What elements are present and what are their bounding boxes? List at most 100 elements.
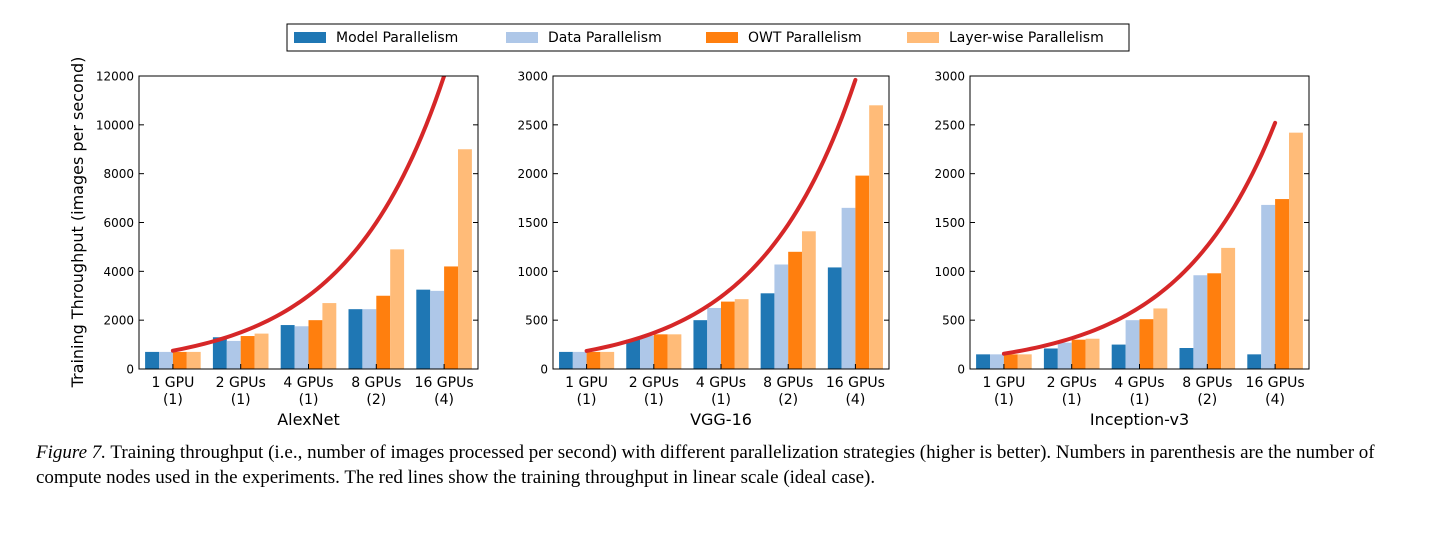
y-tick-label-vgg-16: 500: [525, 314, 548, 328]
legend-entry-owt-parallelism: OWT Parallelism: [706, 30, 862, 46]
bar-alexnet-model-parallelism-4-gpus: [280, 325, 295, 369]
bar-vgg-16-model-parallelism-1-gpu: [559, 351, 573, 369]
x-tick-sublabel-vgg-16: (1): [577, 392, 597, 408]
bar-vgg-16-layer-wise-parallelism-4-gpus: [734, 299, 749, 369]
panel-title-vgg-16: VGG-16: [690, 410, 752, 429]
y-tick-label-alexnet: 8000: [103, 167, 134, 181]
bar-inception-v3-owt-parallelism-4-gpus: [1139, 319, 1154, 369]
bar-alexnet-data-parallelism-8-gpus: [362, 309, 377, 369]
bar-inception-v3-layer-wise-parallelism-2-gpus: [1085, 338, 1100, 369]
bar-alexnet-owt-parallelism-4-gpus: [308, 320, 323, 369]
ideal-line-alexnet: [170, 76, 447, 353]
x-tick-label-inception-v3: 8 GPUs: [1182, 375, 1232, 391]
caption-lead: Figure 7.: [36, 442, 107, 463]
bar-alexnet-layer-wise-parallelism-16-gpus: [458, 149, 472, 369]
bar-vgg-16-owt-parallelism-1-gpu: [586, 351, 601, 369]
legend-label-owt-parallelism: OWT Parallelism: [748, 30, 862, 46]
bar-inception-v3-data-parallelism-16-gpus: [1261, 204, 1276, 369]
bar-alexnet-model-parallelism-2-gpus: [212, 337, 227, 369]
y-tick-label-vgg-16: 3000: [517, 70, 548, 84]
y-tick-label-inception-v3: 500: [942, 314, 965, 328]
y-tick-label-alexnet: 10000: [96, 118, 134, 132]
x-tick-sublabel-vgg-16: (2): [778, 392, 798, 408]
figure-caption: Figure 7. Training throughput (i.e., num…: [36, 440, 1406, 490]
y-axis-label: Training Throughput (images per second): [68, 57, 87, 389]
ideal-line-inception-v3: [1001, 120, 1278, 356]
x-tick-sublabel-alexnet: (1): [299, 392, 319, 408]
legend-swatch-data-parallelism: [506, 32, 538, 43]
x-tick-label-inception-v3: 2 GPUs: [1047, 375, 1097, 391]
bar-alexnet-layer-wise-parallelism-8-gpus: [390, 249, 405, 369]
bar-alexnet-layer-wise-parallelism-2-gpus: [254, 333, 269, 369]
bar-vgg-16-layer-wise-parallelism-1-gpu: [600, 351, 615, 369]
legend-label-model-parallelism: Model Parallelism: [336, 30, 458, 46]
legend-label-layer-wise-parallelism: Layer-wise Parallelism: [949, 30, 1104, 46]
panel-title-alexnet: AlexNet: [277, 410, 340, 429]
y-tick-label-vgg-16: 2500: [517, 118, 548, 132]
bar-alexnet-owt-parallelism-8-gpus: [376, 295, 391, 369]
legend-entry-model-parallelism: Model Parallelism: [294, 30, 458, 46]
bar-alexnet-layer-wise-parallelism-1-gpu: [186, 351, 201, 369]
bar-alexnet-owt-parallelism-16-gpus: [444, 266, 458, 369]
x-tick-label-alexnet: 4 GPUs: [283, 375, 333, 391]
x-tick-label-vgg-16: 8 GPUs: [763, 375, 813, 391]
bar-inception-v3-data-parallelism-4-gpus: [1125, 320, 1140, 369]
legend: Model Parallelism Data Parallelism OWT P…: [286, 23, 1130, 52]
bar-inception-v3-data-parallelism-1-gpu: [990, 354, 1004, 369]
legend-entry-layer-wise-parallelism: Layer-wise Parallelism: [907, 30, 1104, 46]
bar-inception-v3-model-parallelism-1-gpu: [976, 354, 990, 369]
y-tick-label-alexnet: 0: [126, 363, 134, 377]
x-tick-label-inception-v3: 16 GPUs: [1246, 375, 1305, 391]
x-tick-sublabel-alexnet: (1): [163, 392, 183, 408]
bar-vgg-16-data-parallelism-2-gpus: [640, 335, 654, 369]
bar-vgg-16-layer-wise-parallelism-2-gpus: [667, 334, 682, 369]
bar-vgg-16-model-parallelism-8-gpus: [760, 293, 775, 369]
x-tick-sublabel-alexnet: (1): [231, 392, 251, 408]
x-tick-label-alexnet: 1 GPU: [151, 375, 194, 391]
bar-inception-v3-model-parallelism-16-gpus: [1247, 354, 1262, 369]
y-tick-label-inception-v3: 1000: [934, 265, 965, 279]
y-tick-label-inception-v3: 1500: [934, 216, 965, 230]
x-tick-label-inception-v3: 1 GPU: [982, 375, 1025, 391]
legend-swatch-layer-wise-parallelism: [907, 32, 939, 43]
bar-inception-v3-layer-wise-parallelism-4-gpus: [1153, 308, 1168, 369]
bar-inception-v3-owt-parallelism-8-gpus: [1207, 273, 1222, 369]
y-tick-label-vgg-16: 1500: [517, 216, 548, 230]
x-tick-label-vgg-16: 16 GPUs: [826, 375, 885, 391]
x-tick-sublabel-inception-v3: (1): [994, 392, 1014, 408]
bar-alexnet-model-parallelism-8-gpus: [348, 309, 363, 369]
y-tick-label-inception-v3: 2000: [934, 167, 965, 181]
bar-vgg-16-owt-parallelism-2-gpus: [653, 334, 668, 369]
bar-inception-v3-owt-parallelism-16-gpus: [1275, 199, 1289, 369]
bar-inception-v3-data-parallelism-2-gpus: [1057, 342, 1072, 369]
x-tick-sublabel-vgg-16: (4): [845, 392, 865, 408]
x-tick-label-vgg-16: 1 GPU: [565, 375, 608, 391]
bar-alexnet-model-parallelism-16-gpus: [416, 289, 431, 369]
x-tick-sublabel-vgg-16: (1): [711, 392, 731, 408]
ideal-line-vgg-16: [584, 77, 858, 353]
bar-vgg-16-owt-parallelism-8-gpus: [788, 251, 802, 369]
bar-alexnet-owt-parallelism-1-gpu: [172, 351, 187, 369]
bar-alexnet-model-parallelism-1-gpu: [145, 351, 159, 369]
bar-inception-v3-model-parallelism-4-gpus: [1111, 344, 1126, 369]
bar-vgg-16-model-parallelism-16-gpus: [827, 267, 842, 369]
bar-vgg-16-owt-parallelism-16-gpus: [855, 175, 870, 369]
y-tick-label-vgg-16: 0: [540, 363, 548, 377]
x-tick-sublabel-alexnet: (2): [366, 392, 386, 408]
bar-vgg-16-data-parallelism-4-gpus: [707, 307, 721, 369]
y-tick-label-alexnet: 4000: [103, 265, 134, 279]
bar-inception-v3-model-parallelism-8-gpus: [1179, 348, 1194, 369]
bar-vgg-16-data-parallelism-1-gpu: [572, 351, 587, 369]
legend-swatch-model-parallelism: [294, 32, 326, 43]
y-tick-label-inception-v3: 0: [957, 363, 965, 377]
bar-inception-v3-layer-wise-parallelism-1-gpu: [1017, 354, 1032, 369]
y-tick-label-alexnet: 6000: [103, 216, 134, 230]
bar-vgg-16-model-parallelism-2-gpus: [626, 339, 641, 369]
legend-swatch-owt-parallelism: [706, 32, 738, 43]
bar-vgg-16-layer-wise-parallelism-8-gpus: [801, 231, 816, 369]
bar-alexnet-data-parallelism-2-gpus: [226, 340, 241, 369]
bar-inception-v3-owt-parallelism-1-gpu: [1003, 354, 1018, 369]
